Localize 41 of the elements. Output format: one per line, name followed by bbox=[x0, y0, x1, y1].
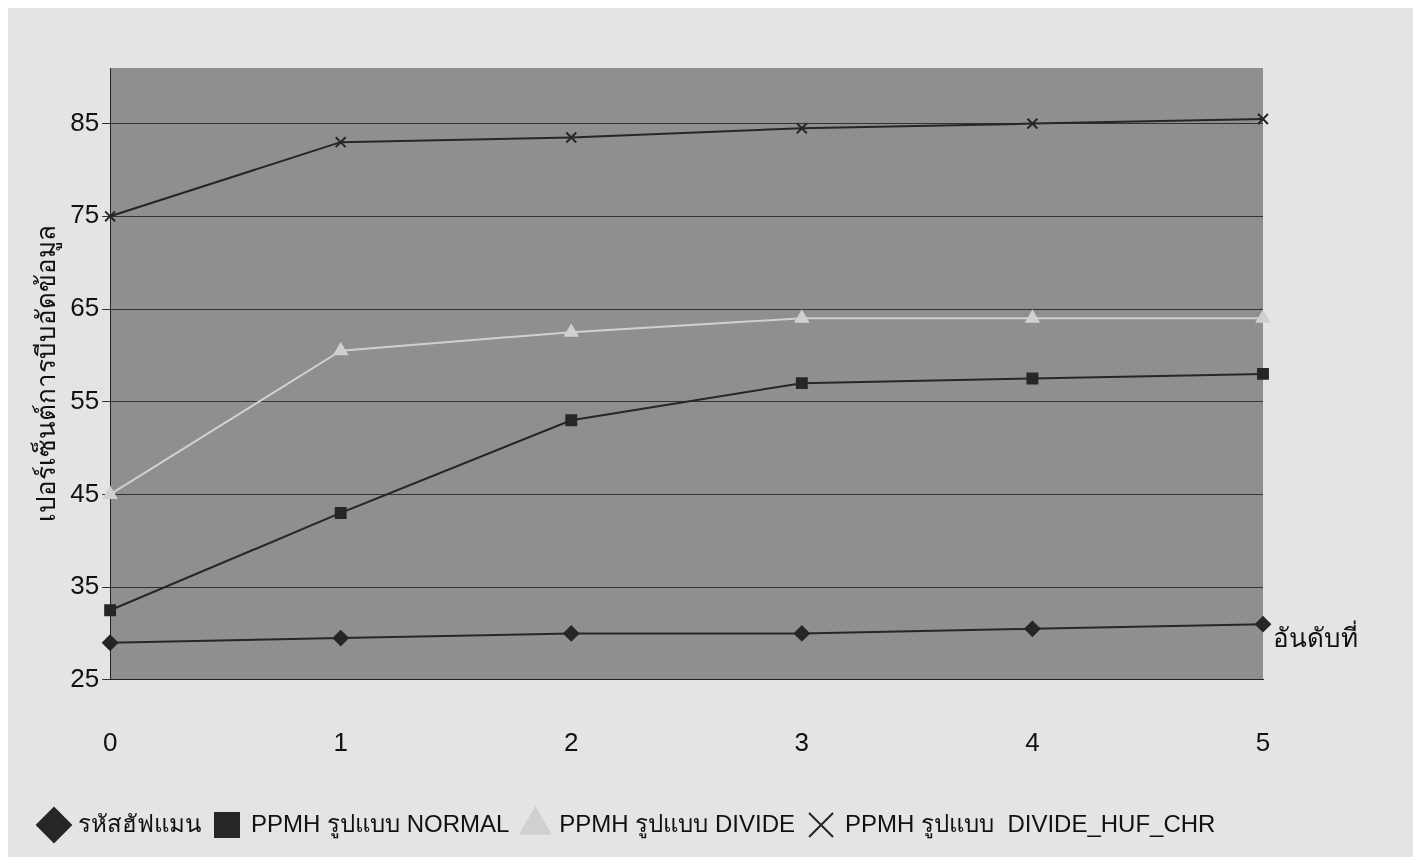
point bbox=[794, 310, 809, 323]
point bbox=[1255, 310, 1271, 323]
point bbox=[795, 377, 808, 390]
y-tick-label: 35 bbox=[70, 570, 100, 601]
x-tick-label: 1 bbox=[333, 726, 348, 757]
point bbox=[333, 342, 348, 356]
y-tick-label: 55 bbox=[70, 384, 100, 415]
x-axis-title: อันดับที่ bbox=[1273, 619, 1358, 653]
point bbox=[1024, 620, 1041, 637]
point bbox=[102, 634, 119, 651]
point bbox=[1257, 113, 1269, 125]
point bbox=[795, 122, 808, 135]
y-tick-label: 45 bbox=[70, 477, 100, 508]
point bbox=[563, 625, 580, 642]
y-tick-label: 75 bbox=[70, 199, 100, 230]
y-axis-title: เปอร์เซ็นต์การบีบอัดข้อมูล bbox=[29, 225, 62, 523]
x-tick-label: 2 bbox=[564, 726, 579, 757]
point bbox=[332, 630, 349, 647]
point bbox=[1026, 117, 1039, 130]
point bbox=[793, 625, 810, 642]
x-tick-label: 5 bbox=[1255, 726, 1271, 757]
y-tick-label: 25 bbox=[70, 662, 100, 693]
y-tick-label: 65 bbox=[70, 292, 100, 323]
y-tick-label: 85 bbox=[70, 106, 100, 137]
x-tick-label: 4 bbox=[1025, 726, 1040, 757]
point bbox=[1025, 310, 1040, 323]
legend-label: PPMH รูปแบบ DIVIDE_HUF_CHR bbox=[845, 809, 1216, 839]
legend-label: รหัสฮัฟแมน bbox=[78, 809, 201, 837]
point bbox=[565, 131, 578, 144]
legend-label: PPMH รูปแบบ NORMAL bbox=[251, 809, 510, 839]
point bbox=[564, 324, 579, 337]
point bbox=[104, 604, 117, 617]
point bbox=[1255, 616, 1271, 633]
x-tick-label: 3 bbox=[794, 726, 810, 757]
point bbox=[1257, 367, 1269, 380]
legend-label: PPMH รูปแบบ DIVIDE bbox=[559, 809, 796, 839]
point bbox=[334, 507, 347, 519]
x-tick-label: 0 bbox=[102, 726, 118, 757]
point bbox=[334, 136, 347, 149]
point bbox=[565, 414, 578, 427]
point bbox=[1026, 372, 1039, 385]
